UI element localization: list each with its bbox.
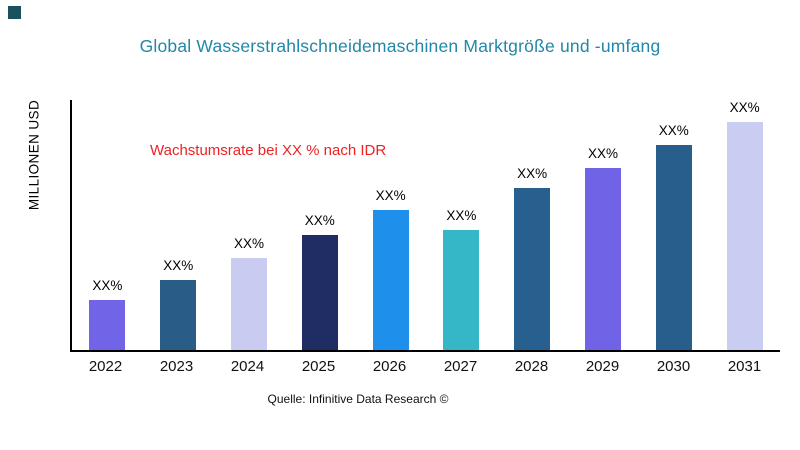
bar-2028	[514, 187, 551, 350]
bar-value-label: XX%	[446, 208, 477, 223]
bar-value-label: XX%	[517, 165, 548, 181]
bar-2023	[160, 280, 197, 350]
bar-2031	[726, 122, 763, 350]
growth-rate-annotation: Wachstumsrate bei XX % nach IDR	[150, 142, 387, 159]
x-tick-2027: 2027	[443, 358, 478, 375]
bar-value-label: XX%	[92, 278, 123, 293]
bar-2027	[443, 230, 480, 350]
bar-value-label: XX%	[304, 213, 335, 228]
bar-value-label: XX%	[375, 188, 406, 203]
bar-series: XX% XX% XX% XX% XX% XX% XX% XX% XX% XX%	[72, 100, 780, 350]
bar-2030	[655, 145, 692, 350]
x-tick-2025: 2025	[301, 358, 336, 375]
bar-column-2030: XX%	[638, 100, 709, 350]
x-tick-2022: 2022	[88, 358, 123, 375]
bar-2029	[584, 167, 621, 350]
bar-column-2023: XX%	[143, 100, 214, 350]
bar-value-label: XX%	[658, 123, 689, 138]
chart-title: Global Wasserstrahlschneidemaschinen Mar…	[139, 36, 661, 56]
bar-column-2022: XX%	[72, 100, 143, 350]
bar-value-label: XX%	[587, 145, 618, 161]
bar-value-label: XX%	[233, 235, 264, 251]
y-axis-label: MILLIONEN USD	[26, 99, 42, 211]
bar-column-2024: XX%	[214, 100, 285, 350]
source-caption: Quelle: Infinitive Data Research ©	[267, 392, 449, 406]
x-tick-2031: 2031	[727, 358, 762, 375]
x-tick-2024: 2024	[230, 358, 265, 375]
x-tick-2030: 2030	[656, 358, 691, 375]
bar-column-2031: XX%	[709, 100, 780, 350]
bar-column-2026: XX%	[355, 100, 426, 350]
x-axis-tick-labels: 2022 2023 2024 2025 2026 2027 2028 2029 2030 2031	[70, 358, 780, 375]
bar-column-2028: XX%	[497, 100, 568, 350]
x-tick-2028: 2028	[514, 358, 549, 375]
bar-column-2025: XX%	[284, 100, 355, 350]
bar-value-label: XX%	[729, 100, 760, 115]
bar-column-2027: XX%	[426, 100, 497, 350]
bar-2024	[230, 257, 267, 350]
corner-mark	[8, 6, 21, 19]
x-tick-2026: 2026	[372, 358, 407, 375]
bar-column-2029: XX%	[568, 100, 639, 350]
bar-value-label: XX%	[163, 258, 194, 273]
x-tick-2023: 2023	[159, 358, 194, 375]
plot-area: Wachstumsrate bei XX % nach IDR XX% XX% XX…	[70, 100, 780, 352]
bar-2022	[89, 300, 126, 350]
bar-2025	[301, 235, 338, 350]
x-tick-2029: 2029	[585, 358, 620, 375]
bar-2026	[372, 210, 409, 350]
